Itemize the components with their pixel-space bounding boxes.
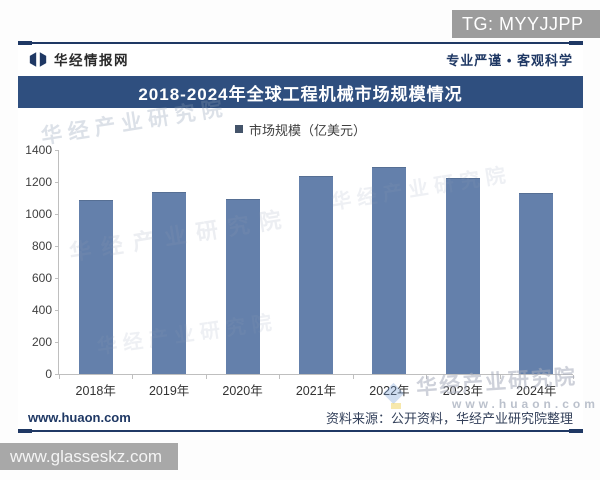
site-url-link[interactable]: www.huaon.com [28,409,131,425]
bar-2020年 [225,198,260,374]
border-cap [569,429,583,433]
y-axis-tick-label: 1000 [25,207,52,221]
x-axis-category-label: 2019年 [148,384,190,398]
brand-name: 华经情报网 [54,53,129,68]
x-axis-tick-mark [573,375,574,379]
y-axis-tick-mark [55,342,59,343]
bar-2021年 [299,175,333,374]
chart-title-banner: 2018-2024年全球工程机械市场规模情况 [18,76,583,108]
huajing-logo-icon [28,51,48,67]
brand-slogan: 专业严谨 • 客观科学 [446,52,573,68]
border-cap [18,41,32,45]
y-axis-tick-label: 1400 [25,143,52,157]
x-axis-category-label: 2018年 [75,384,116,398]
bar-2019年 [152,191,187,374]
x-axis-tick-mark [132,375,133,379]
x-axis-tick-mark [426,375,427,379]
legend-marker [234,125,243,133]
y-axis-tick-mark [55,374,59,375]
x-axis-category-label: 2024年 [516,384,557,398]
y-axis-tick-label: 200 [31,335,52,349]
y-axis-tick-mark [55,246,59,247]
bar-2023年 [445,178,480,374]
y-axis-tick-label: 1200 [25,175,52,189]
x-axis-category-label: 2020年 [222,384,263,398]
card-header: 华经情报网 专业严谨 • 客观科学 [18,44,583,74]
x-axis-tick-mark [353,375,354,379]
x-axis-tick-mark [279,375,280,379]
x-axis-tick-mark [206,375,207,379]
bar-2024年 [519,193,554,374]
y-axis-tick-label: 0 [45,367,52,381]
glasseskz-watermark-badge: www.glasseskz.com [0,443,178,470]
y-axis-tick-label: 600 [31,271,52,285]
y-axis-tick-mark [55,214,59,215]
y-axis-tick-label: 800 [31,239,52,253]
border-cap [18,429,32,433]
brand: 华经情报网 [28,49,129,69]
y-axis-tick-mark [55,150,59,151]
report-card: 华经情报网 专业严谨 • 客观科学 2018-2024年全球工程机械市场规模情况… [18,41,583,433]
x-axis-tick-mark [500,375,501,379]
x-axis-category-label: 2022年 [369,384,410,398]
x-axis-category-label: 2021年 [295,384,337,398]
y-axis-tick-label: 400 [31,303,52,317]
y-axis-tick-mark [55,310,59,311]
bar-2022年 [372,166,407,374]
chart-plot: 0 200 400 600 800 1000 1200 1400 2018年 2019年 2020年… [25,143,574,398]
source-note: 资料来源：公开资料，华经产业研究院整理 [325,410,573,426]
telegram-watermark-badge: TG: MYYJJPP [452,10,600,38]
legend: 市场规模（亿美元） [18,120,583,138]
bar-2018年 [78,199,113,374]
border-cap [569,41,583,45]
card-footer: www.huaon.com 资料来源：公开资料，华经产业研究院整理 [18,406,583,428]
y-axis-tick-mark [55,278,59,279]
legend-label: 市场规模（亿美元） [248,122,366,138]
y-axis-tick-mark [55,182,59,183]
x-axis-tick-mark [59,375,60,379]
x-axis-category-label: 2023年 [442,384,483,398]
chart-title: 2018-2024年全球工程机械市场规模情况 [138,84,463,104]
